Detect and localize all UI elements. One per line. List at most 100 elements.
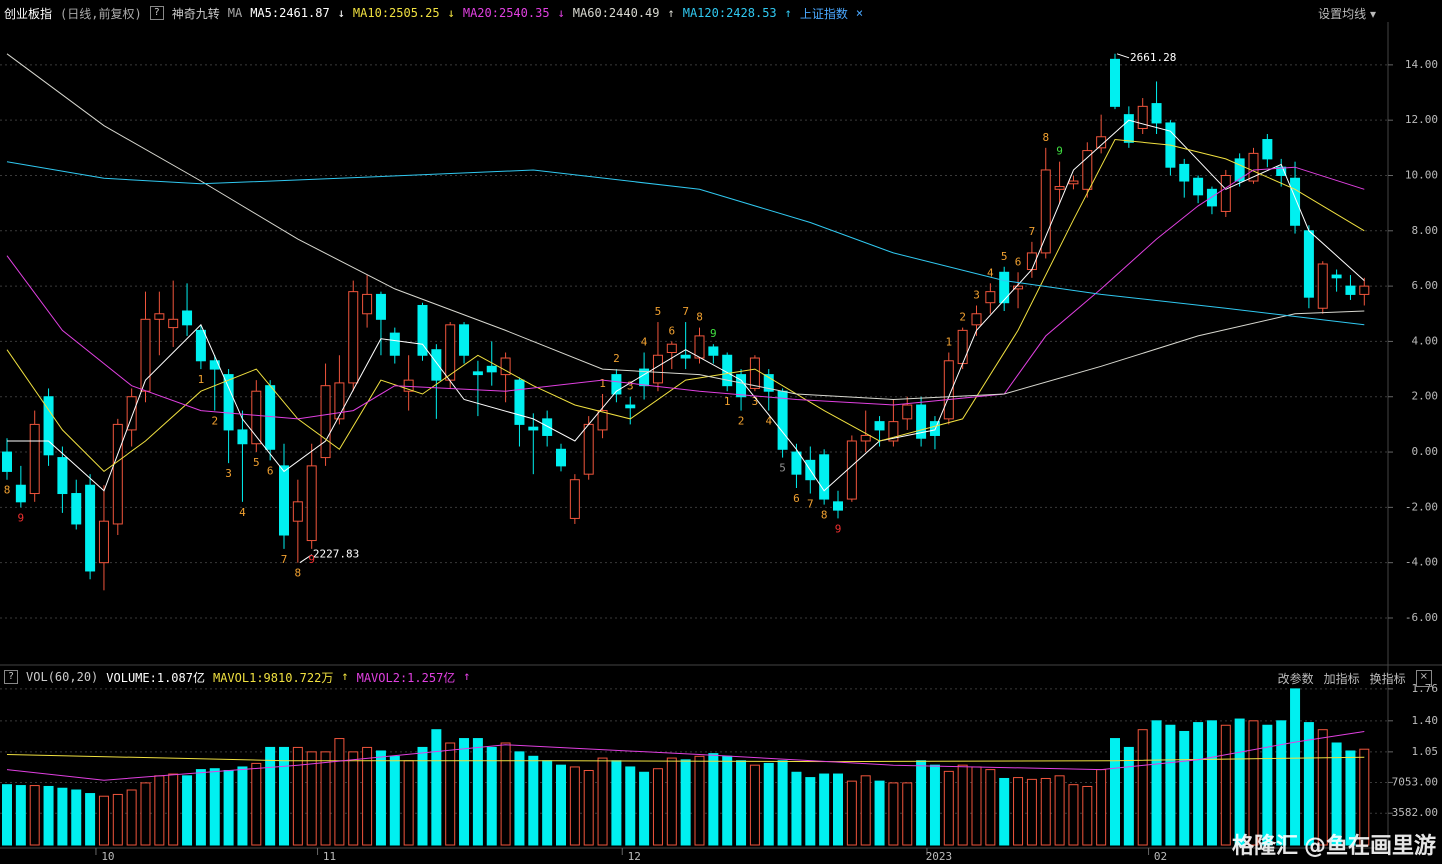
legend-label: MAVOL2:1.257亿 [356,670,456,685]
candle-body [528,426,539,431]
close-icon[interactable]: × [855,6,864,20]
volume-bar [929,764,940,846]
sequence-label: 6 [668,324,675,337]
candle-body [819,454,830,500]
volume-bar [694,755,705,846]
button[interactable]: 加指标 [1323,672,1360,686]
volume-label: VOLUME:1.087亿 [106,670,205,685]
sequence-label: 9 [308,553,315,566]
volume-bar [445,742,456,846]
volume-bar [749,764,760,846]
candle-body [1345,285,1356,295]
sequence-label: 9 [1056,145,1063,158]
volume-bar [1359,748,1370,846]
button[interactable]: 换指标 [1369,672,1406,686]
sequence-label: 1 [945,335,952,348]
vol-buttons: 改参数 加指标 换指标 × [1278,670,1432,687]
volume-bar [874,780,885,846]
volume-bar [237,766,248,846]
volume-bar [195,769,206,846]
volume-bar [320,751,331,846]
candle-body [195,329,206,362]
sequence-label: 6 [793,492,800,505]
sequence-label: 9 [710,327,717,340]
volume-bar [763,762,774,846]
volume-bar [1137,729,1148,846]
help[interactable]: ? [149,6,164,20]
y-tick-label: 0.00 [1412,445,1439,458]
candle-body [500,357,511,376]
sequence-label: 6 [267,464,274,477]
volume-bar [154,775,165,846]
sequence-label: 7 [281,553,288,566]
volume-bar [126,789,137,846]
volume-bar [1331,742,1342,846]
volume-bar [292,746,303,846]
settings[interactable]: 设置均线 ▾ [1318,7,1376,21]
sequence-label: 9 [18,511,25,524]
candle-body [1054,186,1065,190]
candle-body [375,293,386,320]
compare[interactable]: 上证指数 [799,6,848,21]
legend-label: MA120:2428.53 [682,6,777,20]
volume-bar [98,795,109,846]
volume-bar [223,769,234,846]
volume-bar [348,751,359,846]
volume-bar [556,764,566,846]
sequence-label: 2 [211,415,218,428]
volume-bar [140,782,151,846]
close-icon[interactable]: × [1415,670,1432,687]
candle-body [15,484,26,503]
candle-body [860,434,871,442]
volume-bar [1220,724,1231,846]
subtitle: (日线,前复权) [60,6,142,21]
help[interactable]: ? [4,670,19,684]
candle-body [569,479,580,519]
candle-body [237,429,248,445]
button[interactable]: 改参数 [1277,672,1314,686]
volume-bar [1303,722,1314,846]
candle-body [694,335,705,359]
volume-bar [985,769,996,846]
volume-bar [112,793,123,846]
candle-body [666,343,677,353]
candle-body [597,410,608,431]
indicator[interactable]: 神奇九转 [171,6,220,21]
volume-bar [182,775,193,846]
brand: 格隆汇 [1231,834,1298,859]
ma-legend: MA5:2461.87 ↓ MA10:2505.25 ↓ MA20:2540.35 ↓ MA… [250,6,792,20]
legend-trend: ↓ [557,6,565,20]
candle-body [957,329,968,365]
candle-body [1110,58,1120,107]
volume-bar [916,760,927,846]
candle-body [71,493,82,525]
candle-body [902,404,913,420]
candle-body [29,423,40,495]
volume-bar [362,746,373,846]
candle-body [2,451,12,472]
volume-bar [597,757,608,846]
volume-bar [251,762,262,846]
y-tick-label: -2.00 [1405,500,1438,513]
sequence-label: 5 [253,456,260,469]
y-tick-label: 10.00 [1405,168,1438,181]
sequence-label: 8 [295,567,302,580]
indicator: VOL(60,20) [26,670,99,684]
sequence-label: 7 [807,498,814,511]
legend-label: MA20:2540.35 [462,6,550,20]
annotation-arrow [299,554,313,564]
candle-body [43,396,54,456]
volume-bar [472,738,483,846]
candle-body [1276,166,1287,176]
sequence-label: 2 [613,352,620,365]
volume-bar [625,766,636,846]
volume-bar [209,768,220,846]
ma-line [6,53,1365,401]
sequence-label: 5 [655,305,662,318]
volume-bar [514,751,525,846]
legend-label: MA10:2505.25 [352,6,440,20]
volume-bar [833,773,843,846]
volume-bar [375,750,386,846]
y-tick-label: 2.00 [1412,390,1439,403]
